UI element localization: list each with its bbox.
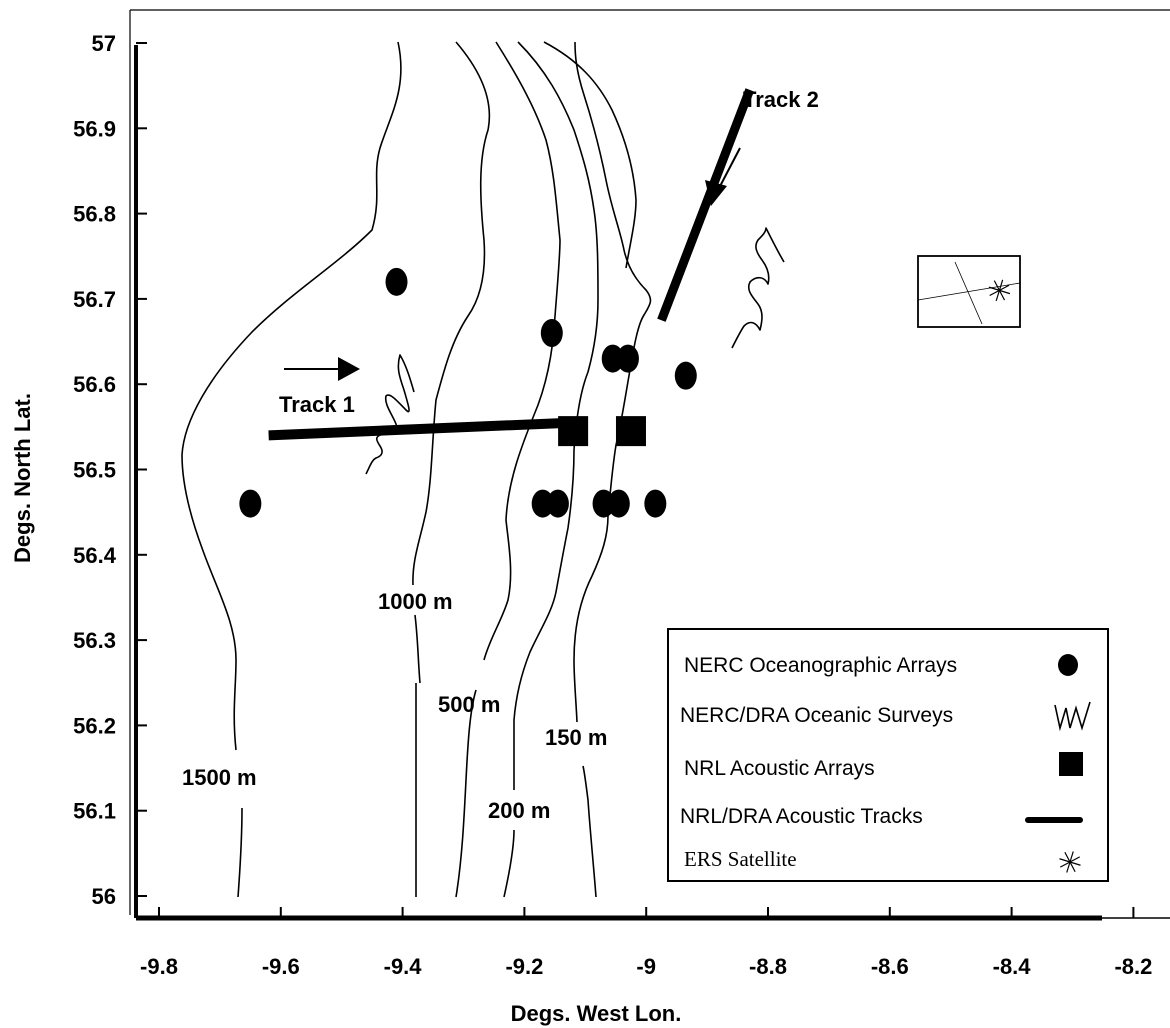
y-tick-label: 56.1 [73, 799, 116, 824]
contour-label-1000m: 1000 m [378, 589, 453, 614]
legend-symbol-square [1059, 752, 1083, 776]
oceanic-surveys [365, 227, 785, 475]
x-tick-label: -9.6 [262, 954, 300, 979]
acoustic-arrays [558, 416, 646, 447]
contour-label-500m: 500 m [438, 692, 500, 717]
contour-150m-inner [543, 41, 637, 269]
y-tick-label: 57 [92, 31, 116, 56]
legend-item-oceanographic-arrays: NERC Oceanographic Arrays [684, 654, 957, 677]
legend-item-acoustic-arrays: NRL Acoustic Arrays [684, 757, 875, 780]
oceanographic-array-marker [616, 344, 639, 373]
oceanographic-array-marker [592, 489, 615, 518]
acoustic-track-2 [657, 88, 754, 322]
track2-label: Track 2 [743, 87, 819, 112]
y-tick-label: 56.7 [73, 287, 116, 312]
contour-150m [573, 41, 652, 898]
legend-symbol-zigzag [1054, 701, 1091, 732]
x-tick-label: -8.6 [871, 954, 909, 979]
star-ray [1059, 856, 1081, 868]
y-tick-label: 56.3 [73, 628, 116, 653]
survey-zigzag-1 [365, 354, 415, 475]
y-tick-label: 56.6 [73, 372, 116, 397]
x-axis-title: Degs. West Lon. [511, 1001, 682, 1026]
oceanographic-array-marker [239, 489, 262, 518]
acoustic-array-marker [558, 416, 589, 447]
survey-zigzag-2 [731, 227, 785, 349]
y-axis-title: Degs. North Lat. [10, 393, 35, 563]
x-tick-label: -8.4 [993, 954, 1032, 979]
direction-arrows [284, 147, 741, 381]
legend-item-acoustic-tracks: NRL/DRA Acoustic Tracks [680, 805, 923, 828]
x-tick-label: -9.8 [140, 954, 178, 979]
track1-label: Track 1 [279, 392, 355, 417]
contour-1000m [412, 41, 491, 897]
oceanographic-array-marker [607, 489, 630, 518]
x-tick-label: -9 [636, 954, 656, 979]
y-tick-label: 56.8 [73, 202, 116, 227]
x-tick-label: -9.2 [505, 954, 543, 979]
track1-arrowhead [338, 357, 360, 381]
legend-item-oceanic-surveys: NERC/DRA Oceanic Surveys [680, 704, 953, 727]
plot-frame [129, 9, 1170, 921]
y-tick-marks [136, 42, 147, 897]
contour-1500m [181, 41, 402, 898]
ers-satellite-box [917, 255, 1021, 328]
acoustic-tracks [268, 88, 754, 441]
contour-label-1500m: 1500 m [182, 765, 257, 790]
oceanographic-array-marker [546, 489, 569, 518]
y-tick-label: 56.5 [73, 458, 116, 483]
y-tick-labels: 57 56.9 56.8 56.7 56.6 56.5 56.4 56.3 56.2 56.1 56 [73, 31, 117, 909]
legend-symbol-star [1059, 851, 1081, 873]
oceanographic-array-marker [644, 489, 667, 518]
contour-label-150m: 150 m [545, 725, 607, 750]
x-tick-label: -9.4 [384, 954, 423, 979]
oceanographic-array-marker [674, 361, 697, 390]
legend-item-ers-satellite: ERS Satellite [684, 847, 797, 871]
y-tick-label: 56.9 [73, 116, 116, 141]
contour-500m [455, 41, 561, 898]
oceanographic-array-marker [540, 319, 563, 348]
oceanographic-array-marker [531, 489, 554, 518]
star-ray [989, 284, 1010, 297]
track2-arrowhead [705, 180, 727, 206]
oceanographic-arrays [239, 267, 697, 518]
y-tick-label: 56.2 [73, 713, 116, 738]
acoustic-array-marker [615, 416, 646, 447]
x-tick-label: -8.8 [749, 954, 787, 979]
ers-satellite-star [988, 279, 1011, 302]
legend-symbol-circle [1058, 654, 1078, 676]
x-tick-label: -8.2 [1114, 954, 1152, 979]
contour-label-200m: 200 m [488, 798, 550, 823]
oceanographic-array-marker [385, 267, 408, 296]
legend: NERC Oceanographic Arrays NERC/DRA Ocean… [667, 628, 1109, 882]
y-tick-label: 56.4 [73, 543, 117, 568]
oceanographic-array-marker [601, 344, 624, 373]
x-tick-labels: -9.8 -9.6 -9.4 -9.2 -9 -8.8 -8.6 -8.4 -8.2 [140, 954, 1152, 979]
acoustic-track-1 [268, 417, 574, 441]
x-tick-marks [158, 907, 1135, 918]
y-tick-label: 56 [92, 884, 116, 909]
